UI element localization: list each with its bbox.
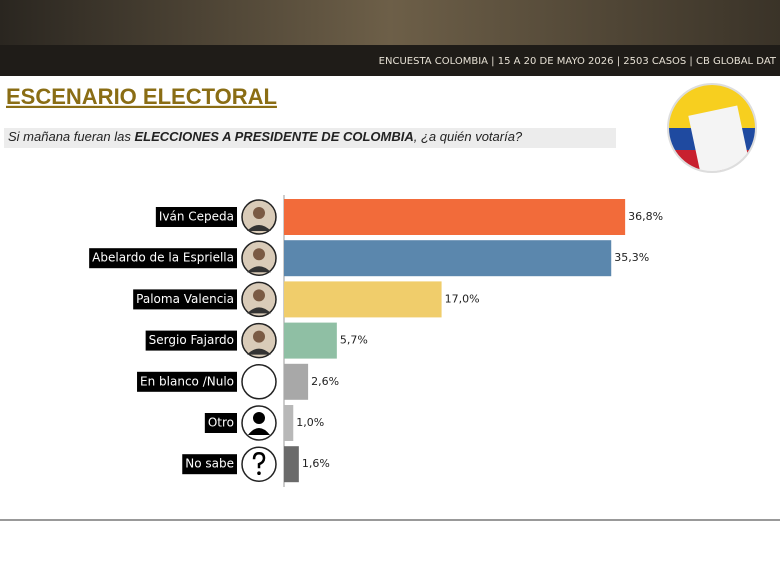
label-bg [204, 413, 237, 433]
category-label: Otro [208, 416, 234, 430]
flag-border [667, 83, 757, 173]
label-bg [145, 330, 237, 351]
value-label: 35,3% [614, 251, 649, 264]
avatar-head [253, 207, 265, 219]
chart-title: ESCENARIO ELECTORAL [6, 84, 277, 109]
avatar-head [253, 330, 265, 343]
bar [284, 405, 294, 441]
avatar-body [247, 266, 271, 273]
label-bg [137, 371, 237, 392]
avatar-body [247, 348, 271, 355]
category-label: Abelardo de la Espriella [92, 251, 234, 265]
flag-image [668, 84, 756, 172]
category-label: Iván Cepeda [159, 210, 234, 224]
value-label: 36,8% [628, 210, 663, 223]
value-label: 17,0% [445, 292, 480, 305]
label-bg [133, 289, 237, 310]
bar [284, 322, 337, 359]
category-label: Sergio Fajardo [149, 333, 234, 347]
header-strip [0, 45, 780, 76]
category-label: No sabe [185, 457, 234, 471]
category-label: En blanco /Nulo [140, 374, 234, 388]
bar [284, 199, 626, 235]
category-label: Paloma Valencia [136, 292, 234, 306]
value-label: 5,7% [340, 334, 368, 347]
avatar-head [253, 248, 265, 261]
bar [284, 363, 309, 400]
subtitle-bold: ELECCIONES A PRESIDENTE DE COLOMBIA [134, 129, 413, 144]
top-banner [0, 0, 780, 45]
avatar-body [247, 225, 271, 231]
bar [284, 240, 612, 277]
value-label: 1,0% [296, 416, 324, 429]
label-bg [155, 207, 237, 227]
question-dot [257, 471, 261, 476]
survey-info: ENCUESTA COLOMBIA | 15 A 20 DE MAYO 2026… [379, 56, 777, 67]
value-label: 2,6% [311, 375, 339, 388]
avatar-body [248, 428, 270, 435]
bar [284, 281, 442, 318]
value-label: 1,6% [302, 457, 330, 470]
avatar-head [253, 289, 265, 302]
question-icon [252, 451, 266, 469]
label-bg [89, 248, 237, 269]
subtitle: Si mañana fueran las ELECCIONES A PRESID… [8, 129, 523, 144]
avatar-body [247, 307, 271, 314]
bar [284, 446, 299, 483]
subtitle-text: Si mañana fueran las [8, 129, 134, 144]
subtitle-text: , ¿a quién votaría? [414, 129, 523, 144]
avatar [241, 364, 277, 400]
subtitle-bg [4, 128, 616, 148]
label-bg [182, 454, 237, 475]
avatar-head [253, 412, 265, 424]
